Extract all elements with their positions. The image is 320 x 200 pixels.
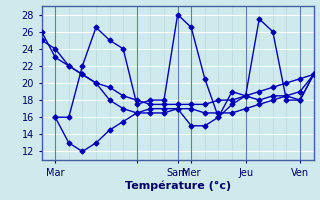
X-axis label: Température (°c): Température (°c) xyxy=(124,180,231,191)
